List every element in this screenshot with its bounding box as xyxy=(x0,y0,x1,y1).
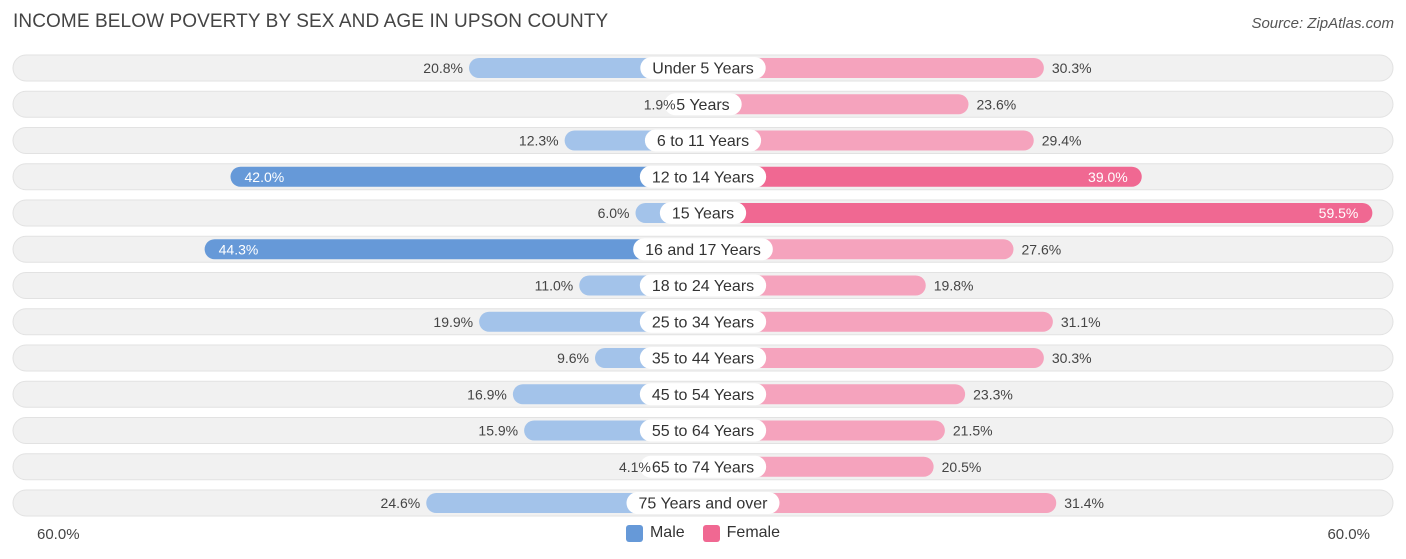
category-label: 65 to 74 Years xyxy=(652,459,754,476)
category-label-pill xyxy=(639,310,767,333)
category-label-pill xyxy=(659,202,747,224)
category-label-pill xyxy=(639,274,767,297)
axis-right-label: 60.0% xyxy=(1327,526,1370,543)
axis-left-label: 60.0% xyxy=(37,526,80,543)
female-bar xyxy=(703,166,1142,187)
category-label: 25 to 34 Years xyxy=(652,314,754,331)
female-bar xyxy=(703,58,1044,78)
male-value-label: 9.6% xyxy=(557,350,589,366)
female-bar xyxy=(703,239,1014,260)
male-bar xyxy=(230,166,703,187)
category-label: 5 Years xyxy=(676,97,729,114)
male-value-label: 42.0% xyxy=(245,169,285,185)
female-value-label: 30.3% xyxy=(1052,350,1092,366)
female-value-label: 29.4% xyxy=(1042,133,1082,149)
category-label-pill xyxy=(639,455,767,478)
category-label-pill xyxy=(640,57,766,79)
category-label-pill xyxy=(626,492,780,514)
male-bar xyxy=(204,239,703,260)
category-label-pill xyxy=(639,347,767,369)
legend-item-female: Female xyxy=(702,524,781,542)
male-value-label: 15.9% xyxy=(478,423,518,439)
female-bar xyxy=(703,348,1044,368)
female-value-label: 19.8% xyxy=(934,278,974,294)
female-value-label: 23.3% xyxy=(973,386,1013,402)
female-bar xyxy=(703,130,1034,151)
category-label: 55 to 64 Years xyxy=(652,423,754,440)
category-label-pill xyxy=(639,165,767,188)
legend-male-label: Male xyxy=(649,524,685,541)
category-label-pill xyxy=(664,93,742,116)
female-bar xyxy=(703,493,1057,513)
category-label: 15 Years xyxy=(672,206,734,223)
male-value-label: 44.3% xyxy=(219,241,259,257)
category-label-pill xyxy=(633,238,773,261)
female-value-label: 31.1% xyxy=(1061,314,1101,330)
male-value-label: 6.0% xyxy=(598,205,630,221)
female-value-label: 39.0% xyxy=(1088,169,1128,185)
category-label: 75 Years and over xyxy=(639,496,769,513)
category-label: 45 to 54 Years xyxy=(652,387,754,404)
female-bar xyxy=(703,203,1373,223)
category-label: 35 to 44 Years xyxy=(652,351,754,368)
male-value-label: 24.6% xyxy=(381,495,421,511)
female-value-label: 23.6% xyxy=(977,96,1017,112)
category-label: 16 and 17 Years xyxy=(645,242,761,259)
female-value-label: 21.5% xyxy=(953,423,993,439)
female-bar xyxy=(703,384,966,405)
category-label: 18 to 24 Years xyxy=(652,278,754,295)
legend-female-label: Female xyxy=(726,524,781,541)
male-swatch xyxy=(625,524,643,542)
female-value-label: 20.5% xyxy=(942,459,982,475)
category-label: 6 to 11 Years xyxy=(657,133,749,150)
male-value-label: 16.9% xyxy=(467,386,507,402)
category-label-pill xyxy=(644,129,762,152)
female-swatch xyxy=(702,524,720,542)
male-value-label: 4.1% xyxy=(619,459,651,475)
female-bar xyxy=(703,94,969,115)
category-label: Under 5 Years xyxy=(652,61,753,78)
category-label: 12 to 14 Years xyxy=(652,169,754,186)
male-value-label: 12.3% xyxy=(519,133,559,149)
male-value-label: 11.0% xyxy=(535,278,574,294)
legend-item-male: Male xyxy=(625,524,685,542)
chart-title: INCOME BELOW POVERTY BY SEX AND AGE IN U… xyxy=(13,11,609,32)
female-value-label: 59.5% xyxy=(1319,205,1359,221)
male-value-label: 20.8% xyxy=(423,60,463,76)
category-label-pill xyxy=(639,383,767,406)
source-credit: Source: ZipAtlas.com xyxy=(1251,15,1394,32)
female-bar xyxy=(703,311,1053,332)
male-value-label: 19.9% xyxy=(433,314,473,330)
female-value-label: 30.3% xyxy=(1052,60,1092,76)
male-value-label: 1.9% xyxy=(644,96,676,112)
female-value-label: 27.6% xyxy=(1022,241,1062,257)
legend: Male Female xyxy=(0,524,1406,542)
female-value-label: 31.4% xyxy=(1064,495,1104,511)
category-label-pill xyxy=(639,419,767,442)
